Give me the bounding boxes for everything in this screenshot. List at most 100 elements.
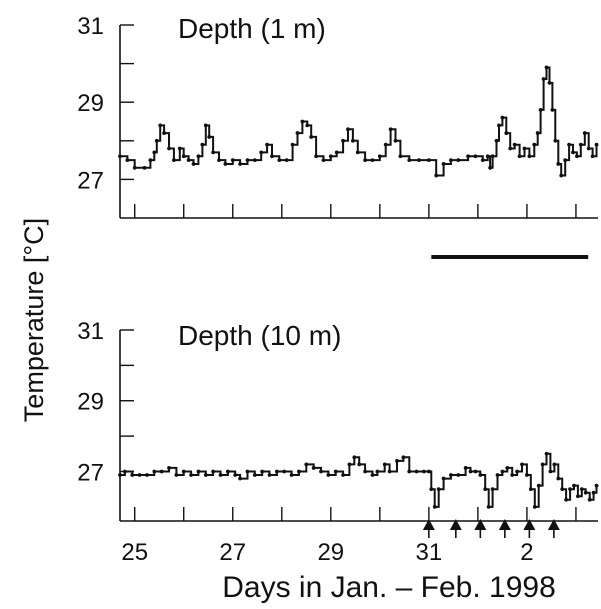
data-point	[572, 483, 576, 488]
series-line	[120, 452, 598, 508]
data-point	[223, 162, 228, 166]
arrow-marker	[449, 519, 462, 530]
data-point	[388, 127, 393, 132]
data-point	[274, 469, 279, 474]
data-point	[196, 469, 201, 474]
data-point	[485, 154, 490, 159]
data-point	[211, 150, 216, 155]
data-point	[167, 146, 171, 151]
data-point	[500, 469, 505, 474]
data-point	[309, 135, 314, 139]
data-point	[527, 154, 532, 159]
data-point	[535, 131, 540, 135]
data-point	[538, 108, 543, 112]
x-tick-label: 31	[416, 539, 443, 566]
arrow-marker	[523, 519, 536, 530]
data-point	[352, 455, 357, 460]
data-point	[341, 138, 345, 143]
data-point	[594, 483, 599, 488]
data-point	[289, 473, 294, 477]
data-point	[473, 469, 478, 474]
data-point	[152, 150, 157, 155]
data-point	[230, 158, 235, 163]
data-point	[123, 469, 127, 474]
data-point	[541, 77, 546, 81]
data-point	[207, 135, 212, 139]
data-point	[564, 497, 569, 502]
data-point	[196, 154, 201, 159]
data-point	[174, 473, 179, 477]
data-point	[363, 158, 368, 163]
data-point	[407, 469, 412, 474]
data-point	[203, 473, 208, 477]
data-point	[158, 123, 163, 128]
y-tick-label: 29	[77, 90, 104, 117]
data-point	[532, 142, 537, 147]
data-point	[579, 487, 584, 492]
depth-1m-panel: 27 29 31 Depth (1 m)	[77, 13, 599, 259]
data-point	[300, 119, 305, 124]
x-tick-label: 27	[219, 539, 246, 566]
data-point	[225, 469, 230, 474]
data-point	[189, 473, 193, 477]
data-point	[282, 469, 287, 474]
data-point	[260, 469, 265, 474]
data-point	[575, 494, 580, 499]
data-point	[456, 473, 461, 477]
data-point	[357, 462, 362, 467]
data-point	[548, 469, 553, 474]
data-point	[414, 469, 419, 474]
data-point	[422, 469, 426, 474]
data-point	[328, 154, 333, 159]
data-point	[383, 142, 388, 147]
data-point	[319, 469, 323, 474]
data-point	[497, 123, 501, 128]
data-point	[162, 131, 167, 135]
arrow-marker	[498, 519, 511, 530]
data-point	[245, 158, 250, 163]
data-point	[265, 142, 269, 147]
data-point	[552, 462, 557, 467]
x-tick-label: 2	[520, 539, 533, 566]
panel-title: Depth (10 m)	[178, 320, 341, 351]
data-point	[483, 487, 488, 492]
y-tick-label: 31	[77, 13, 104, 40]
data-point	[495, 473, 500, 477]
data-point	[118, 473, 122, 477]
data-point	[468, 469, 473, 474]
data-point	[370, 158, 375, 163]
x-axis-label: Days in Jan. – Feb. 1998	[222, 571, 556, 604]
data-point	[575, 154, 579, 159]
data-point	[284, 158, 289, 163]
data-point	[429, 487, 434, 492]
arrow-marker	[547, 519, 560, 530]
data-point	[217, 158, 221, 163]
data-point	[426, 158, 431, 163]
data-point	[578, 142, 583, 147]
data-point	[441, 476, 446, 481]
panel-title: Depth (1 m)	[178, 13, 326, 44]
data-point	[504, 131, 509, 135]
data-point	[346, 127, 350, 132]
data-point	[130, 473, 135, 477]
data-point	[556, 476, 561, 481]
data-point	[500, 115, 505, 120]
data-point	[211, 469, 216, 474]
data-point	[586, 146, 591, 151]
data-point	[177, 146, 182, 151]
data-point	[252, 158, 257, 163]
data-point	[270, 154, 274, 159]
arrow-marker	[422, 519, 435, 530]
data-point	[591, 490, 596, 495]
data-point	[512, 142, 517, 147]
data-point	[553, 138, 558, 143]
data-point	[568, 487, 572, 492]
data-point	[510, 473, 515, 477]
data-point	[594, 142, 599, 147]
data-point	[456, 158, 461, 163]
data-point	[559, 173, 564, 178]
data-point	[505, 466, 510, 470]
data-point	[520, 462, 524, 467]
data-point	[463, 466, 468, 470]
y-tick-label: 31	[77, 318, 104, 345]
